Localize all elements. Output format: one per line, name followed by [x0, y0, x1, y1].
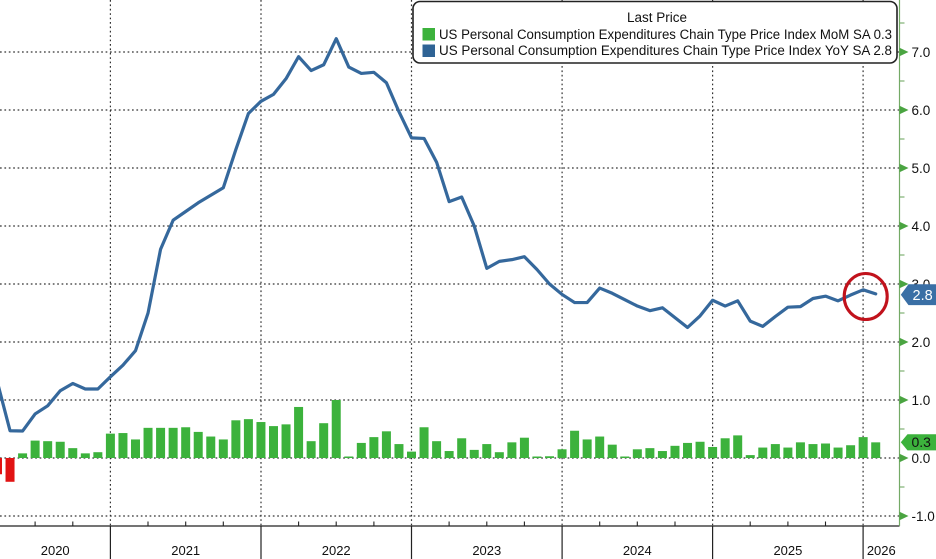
svg-text:4.0: 4.0	[912, 219, 931, 234]
svg-text:2023: 2023	[472, 543, 501, 558]
svg-text:1.0: 1.0	[912, 393, 931, 408]
svg-text:5.0: 5.0	[912, 161, 931, 176]
svg-text:2022: 2022	[322, 543, 351, 558]
svg-text:2024: 2024	[623, 543, 652, 558]
svg-text:2020: 2020	[41, 543, 70, 558]
svg-text:US Personal Consumption Expend: US Personal Consumption Expenditures Cha…	[439, 27, 892, 42]
svg-text:Last Price: Last Price	[627, 10, 687, 25]
svg-text:7.0: 7.0	[912, 45, 931, 60]
svg-text:6.0: 6.0	[912, 103, 931, 118]
svg-text:2.0: 2.0	[912, 335, 931, 350]
svg-text:2025: 2025	[773, 543, 802, 558]
svg-text:2.8: 2.8	[913, 288, 933, 304]
svg-text:US Personal Consumption Expend: US Personal Consumption Expenditures Cha…	[439, 43, 892, 58]
svg-text:2026: 2026	[867, 543, 896, 558]
svg-text:-1.0: -1.0	[912, 509, 935, 524]
svg-text:0.0: 0.0	[912, 451, 931, 466]
svg-text:0.3: 0.3	[912, 434, 932, 450]
svg-text:2021: 2021	[171, 543, 200, 558]
